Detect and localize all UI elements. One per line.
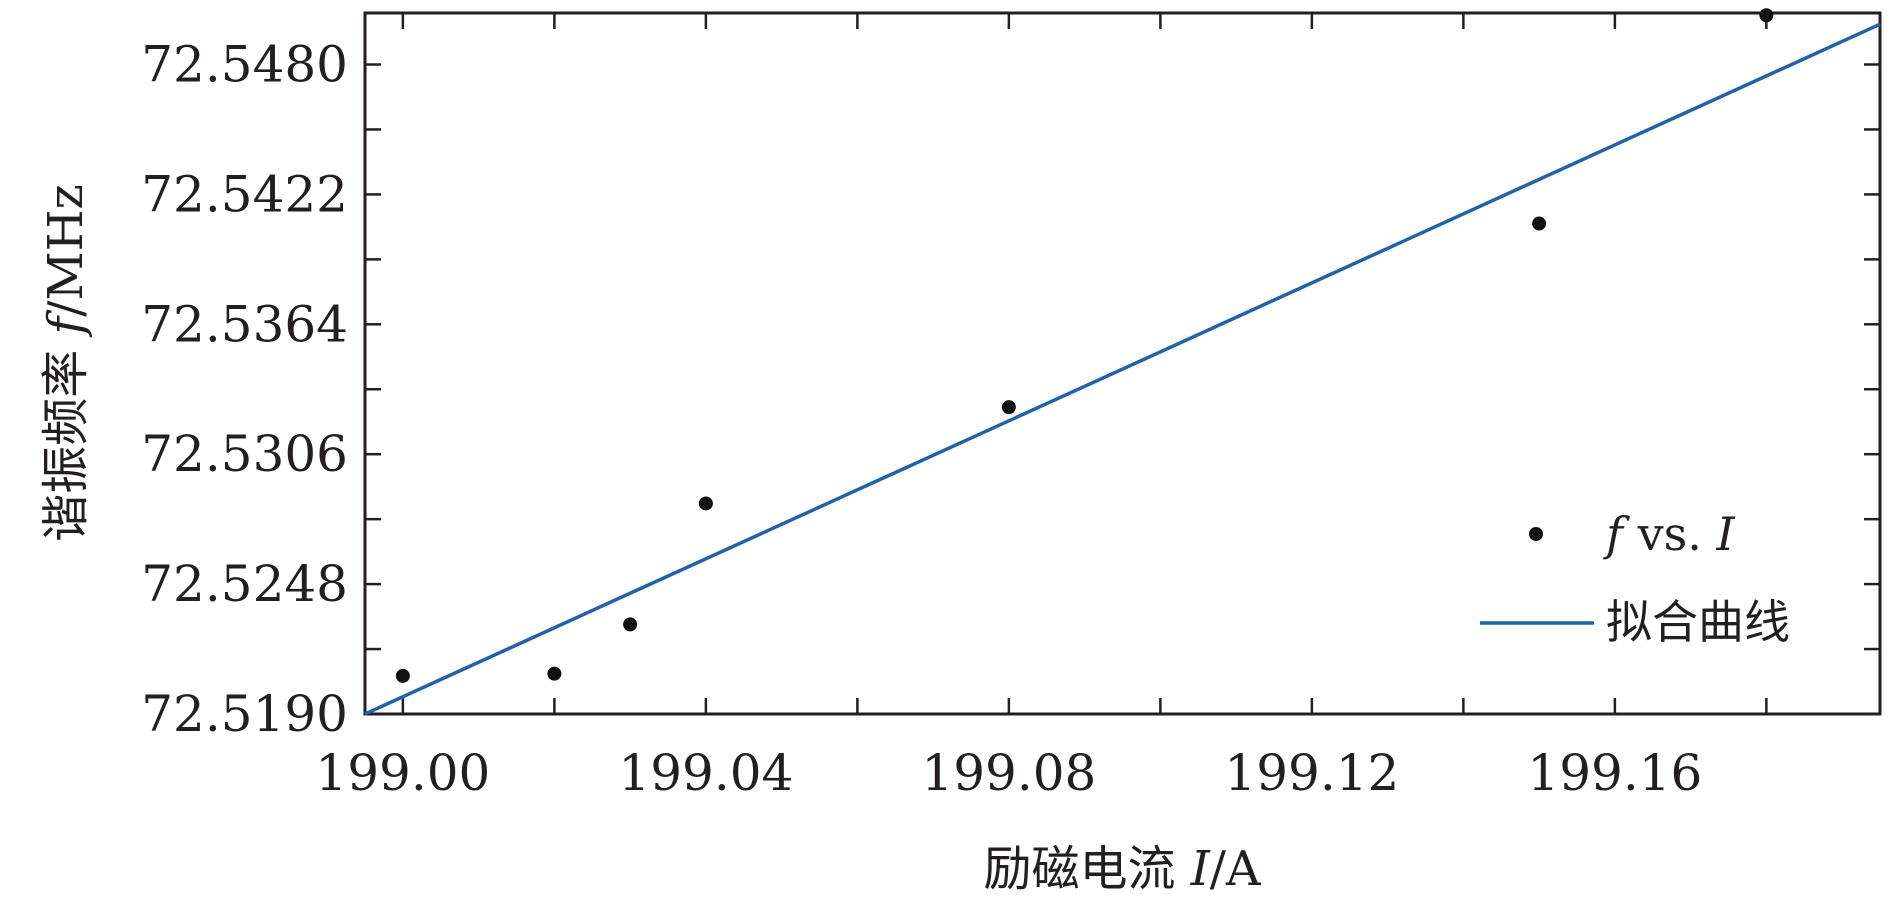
scatter-series	[395, 8, 1774, 683]
fit-line-series	[364, 22, 1881, 716]
data-point	[1532, 216, 1547, 231]
data-point	[395, 668, 410, 683]
x-tick-label: 199.12	[1224, 744, 1399, 802]
data-point	[1759, 8, 1774, 23]
legend-scatter-label: f vs. I	[1603, 507, 1736, 561]
y-tick-label: 72.5306	[141, 425, 348, 483]
y-axis-title: 谐振频率 f/MHz	[38, 184, 94, 542]
y-tick-label: 72.5480	[141, 36, 348, 94]
data-point	[1001, 400, 1016, 415]
x-tick-labels: 199.00 199.04 199.08 199.12 199.16	[315, 744, 1702, 802]
fit-line	[364, 22, 1881, 716]
y-tick-labels: 72.5190 72.5248 72.5306 72.5364 72.5422 72.54…	[141, 36, 348, 743]
ticks	[365, 13, 1880, 716]
x-tick-label: 199.08	[921, 744, 1096, 802]
data-point	[698, 496, 713, 511]
legend-scatter-marker	[1529, 527, 1543, 541]
x-axis-title: 励磁电流 I/A	[983, 841, 1261, 897]
legend-line-label: 拟合曲线	[1606, 595, 1790, 649]
data-point	[547, 666, 562, 681]
y-tick-label: 72.5248	[141, 555, 348, 613]
legend: f vs. I 拟合曲线	[1480, 507, 1790, 649]
x-tick-label: 199.16	[1527, 744, 1702, 802]
data-point	[623, 617, 638, 632]
x-tick-label: 199.00	[315, 744, 490, 802]
x-tick-label: 199.04	[618, 744, 793, 802]
y-tick-label: 72.5364	[141, 295, 348, 353]
y-tick-label: 72.5190	[141, 685, 348, 743]
plot-frame	[363, 11, 1882, 716]
y-tick-label: 72.5422	[141, 165, 348, 223]
